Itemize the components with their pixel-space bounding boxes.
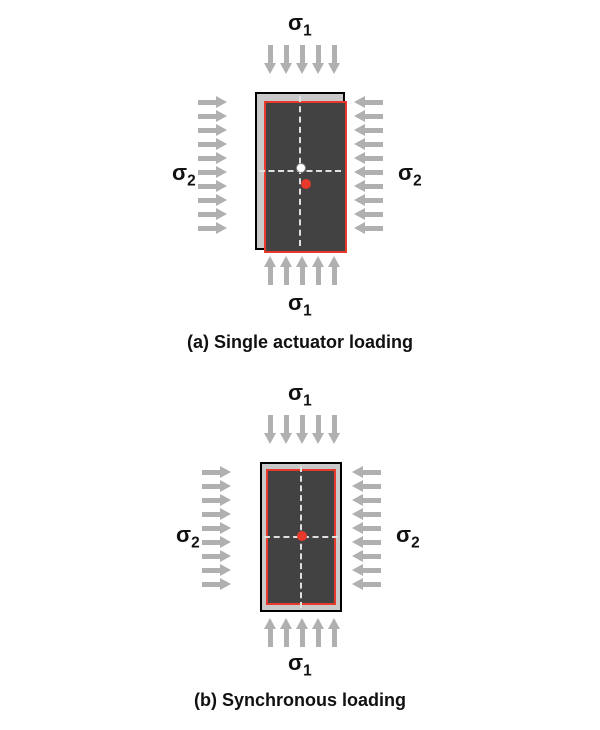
arrow-group-left (352, 464, 363, 592)
arrow-group-right (220, 464, 231, 592)
center-dot-deformed (297, 531, 307, 541)
figure-a: σ1 σ1 σ2 σ2 (a) Single actuator loading (0, 10, 600, 372)
sigma1-label: σ1 (288, 10, 312, 40)
arrow-group-up (262, 616, 342, 634)
arrow-group-right (216, 94, 227, 236)
figure-b: σ1 σ1 σ2 σ2 (b) Synchronous loading (0, 380, 600, 730)
arrow-group-up (262, 254, 342, 272)
sigma1-label: σ1 (288, 290, 312, 320)
sigma2-label: σ2 (398, 160, 422, 190)
sigma1-label: σ1 (288, 650, 312, 680)
sigma2-label: σ2 (176, 522, 200, 552)
arrow-group-left (354, 94, 365, 236)
center-dot-original (296, 163, 306, 173)
sigma2-label: σ2 (172, 160, 196, 190)
caption: (a) Single actuator loading (0, 332, 600, 353)
specimen-deformed (264, 101, 347, 253)
arrow-group-down (262, 61, 342, 79)
center-dot-deformed (301, 179, 311, 189)
sigma1-label: σ1 (288, 380, 312, 410)
sigma2-label: σ2 (396, 522, 420, 552)
arrow-group-down (262, 431, 342, 449)
caption: (b) Synchronous loading (0, 690, 600, 711)
